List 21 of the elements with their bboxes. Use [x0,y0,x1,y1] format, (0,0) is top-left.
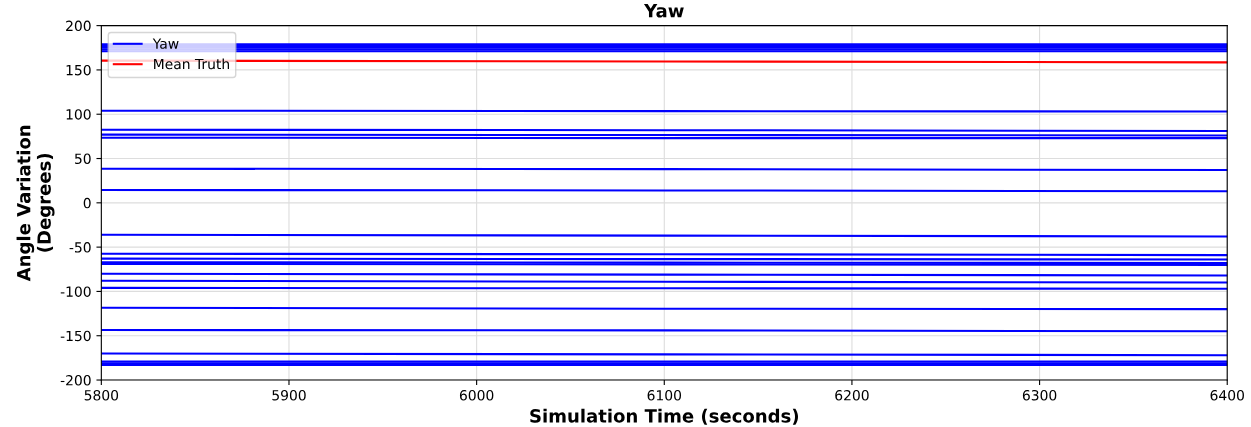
x-tick-label: 5900 [272,390,306,401]
y-tick-label: 150 [66,64,91,76]
x-tick-label: 5800 [84,390,119,401]
y-tick-label: -100 [60,286,91,297]
y-tick-label: 0 [83,197,91,209]
y-tick-label: -50 [69,242,91,253]
x-tick-label: 6000 [459,390,494,401]
x-tick-label: 6200 [835,390,869,401]
x-tick-label: 6400 [1210,390,1244,401]
x-axis-title: Simulation Time (seconds) [530,408,799,425]
legend-label: Yaw [152,38,179,49]
y-tick-label: 100 [66,109,91,120]
legend-label: Mean Truth [154,58,229,70]
y-tick-label: 50 [75,153,91,164]
y-tick-label: -200 [60,375,91,386]
x-tick-label: 6100 [647,390,682,401]
chart-title: Yaw [643,4,684,18]
y-tick-label: -150 [60,330,91,342]
x-tick-label: 6300 [1022,390,1057,401]
y-tick-label: 200 [66,20,91,32]
y-axis-title: Angle Variation (Degrees) [16,125,55,282]
